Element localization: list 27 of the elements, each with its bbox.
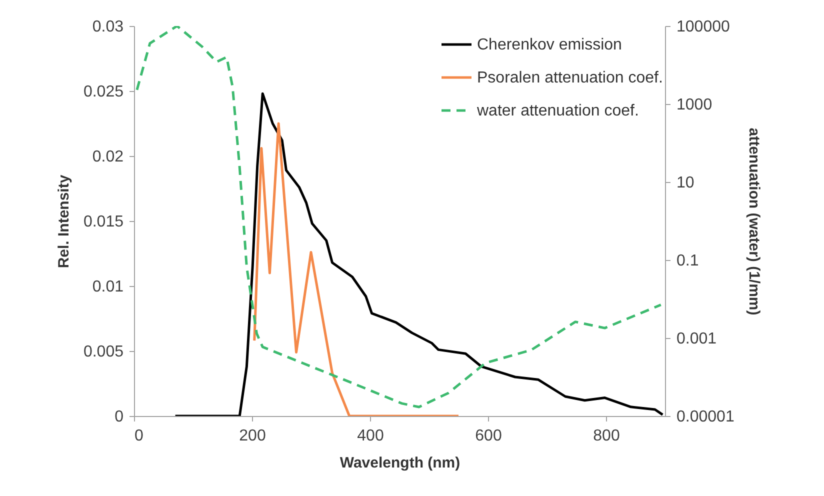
y-tick-label: 0.03 xyxy=(92,18,124,36)
y2-tick-label: 0.00001 xyxy=(676,408,734,426)
y-tick-label: 0.025 xyxy=(83,84,124,100)
y-tick-label: 0.02 xyxy=(92,148,124,166)
y2-axis-title: attenuation (water) (1/mm) xyxy=(745,128,762,316)
legend-label: water attenuation coef. xyxy=(476,102,639,120)
y-axis-title: Rel. Intensity xyxy=(55,174,72,268)
x-tick-label: 200 xyxy=(239,428,266,444)
line-series xyxy=(136,26,662,408)
legend-label: Cherenkov emission xyxy=(477,36,622,54)
y-tick-label: 0.015 xyxy=(83,214,124,230)
line-series xyxy=(253,122,460,416)
y-tick-label: 0 xyxy=(114,408,124,426)
x-tick-label: 400 xyxy=(357,428,384,444)
line-series xyxy=(174,92,664,416)
y-tick-label: 0.01 xyxy=(92,278,124,296)
y-tick-label: 0.005 xyxy=(83,344,124,360)
y2-tick-label: 1000 xyxy=(676,96,712,114)
x-tick-label: 600 xyxy=(475,428,502,444)
x-tick-label: 800 xyxy=(593,428,620,444)
x-tick-label: 0 xyxy=(134,428,144,444)
y2-tick-label: 100000 xyxy=(676,18,730,36)
y2-tick-label: 0.001 xyxy=(676,330,717,348)
x-axis-title: Wavelength (nm) xyxy=(340,454,460,472)
y2-tick-label: 0.1 xyxy=(676,252,699,270)
legend-label: Psoralen attenuation coef. xyxy=(477,70,663,86)
y2-tick-label: 10 xyxy=(676,174,694,192)
